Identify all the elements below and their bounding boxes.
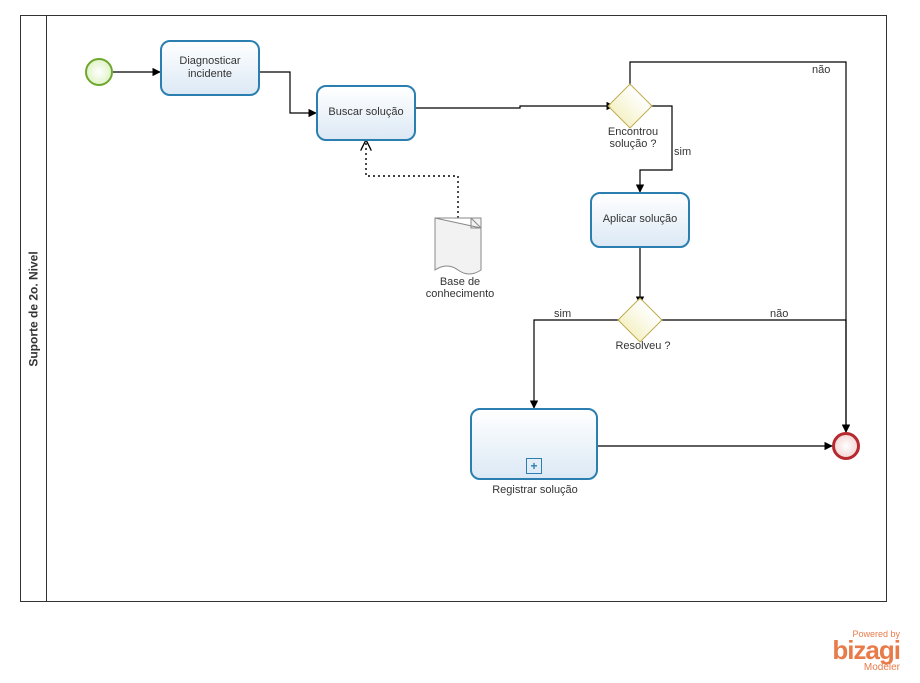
edge-label-g1-nao: não bbox=[812, 64, 830, 76]
lane-title-text: Suporte de 2o. Nivel bbox=[27, 251, 41, 366]
gateway-encontrou-label: Encontrou solução ? bbox=[598, 126, 668, 150]
task-buscar-label: Buscar solução bbox=[328, 106, 403, 119]
edge-label-g1-sim: sim bbox=[674, 146, 691, 158]
pool: Suporte de 2o. Nivel bbox=[20, 15, 887, 602]
logo-brand: bizagi bbox=[832, 639, 900, 662]
task-diagnosticar-label: Diagnosticar incidente bbox=[166, 55, 254, 81]
task-buscar: Buscar solução bbox=[316, 85, 416, 141]
gateway-resolveu bbox=[624, 304, 656, 336]
task-aplicar-label: Aplicar solução bbox=[603, 213, 678, 226]
document-label: Base de conhecimento bbox=[420, 276, 500, 300]
gateway-resolveu-label: Resolveu ? bbox=[608, 340, 678, 352]
edge-label-g2-sim: sim bbox=[554, 308, 571, 320]
bizagi-logo: Powered by bizagi Modeler bbox=[832, 629, 900, 673]
gateway-encontrou bbox=[614, 90, 646, 122]
lane-title: Suporte de 2o. Nivel bbox=[21, 16, 47, 601]
end-event bbox=[832, 432, 860, 460]
subprocess-marker-icon: + bbox=[526, 458, 542, 474]
task-diagnosticar: Diagnosticar incidente bbox=[160, 40, 260, 96]
edge-label-g2-nao: não bbox=[770, 308, 788, 320]
subprocess-registrar-label: Registrar solução bbox=[480, 484, 590, 496]
task-aplicar: Aplicar solução bbox=[590, 192, 690, 248]
subprocess-registrar: + bbox=[470, 408, 598, 480]
start-event bbox=[85, 58, 113, 86]
